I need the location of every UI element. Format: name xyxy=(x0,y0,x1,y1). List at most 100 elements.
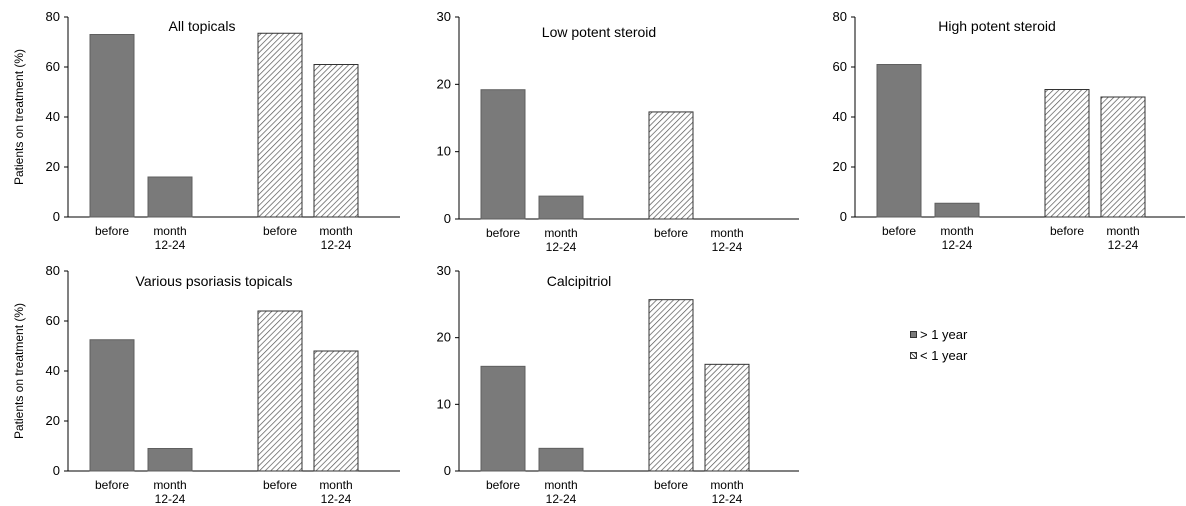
x-tick-label: before xyxy=(654,226,688,240)
x-tick-label: before xyxy=(263,224,297,238)
y-tick-label: 0 xyxy=(444,211,451,226)
y-axis-label: Patients on treatment (%) xyxy=(12,303,26,439)
y-tick-label: 20 xyxy=(46,159,60,174)
bar-less-than-1-year xyxy=(648,299,694,472)
x-tick-label-line: 12-24 xyxy=(712,240,743,254)
x-tick-label: before xyxy=(95,224,129,238)
bar-less-than-1-year xyxy=(313,350,359,472)
x-tick-label-line: before xyxy=(654,226,688,240)
x-tick-label-line: before xyxy=(95,224,129,238)
x-tick-label-line: 12-24 xyxy=(1108,238,1139,252)
x-tick-label-line: 12-24 xyxy=(321,238,352,252)
x-tick-label: before xyxy=(882,224,916,238)
bar-less-than-1-year xyxy=(257,310,303,472)
x-tick-label: before xyxy=(654,478,688,492)
y-tick-label: 20 xyxy=(437,76,451,91)
x-tick-label-line: before xyxy=(1050,224,1084,238)
y-tick-label: 0 xyxy=(53,463,60,478)
chart-title: High potent steroid xyxy=(938,18,1056,34)
y-tick-label: 30 xyxy=(437,9,451,24)
x-tick-label: before xyxy=(95,478,129,492)
x-tick-label-line: month xyxy=(940,224,973,238)
x-tick-label-line: before xyxy=(95,478,129,492)
y-tick-label: 20 xyxy=(437,330,451,345)
x-tick-label-line: month xyxy=(153,224,186,238)
legend: > 1 year < 1 year xyxy=(910,324,967,366)
x-tick-label: before xyxy=(486,478,520,492)
legend-label: < 1 year xyxy=(920,348,968,363)
bar-more-than-1-year xyxy=(147,176,193,218)
x-tick-label-line: 12-24 xyxy=(712,492,743,506)
y-tick-label: 10 xyxy=(437,144,451,159)
y-tick-label: 60 xyxy=(833,59,847,74)
x-tick-label-line: before xyxy=(654,478,688,492)
bar-more-than-1-year xyxy=(538,447,584,472)
x-tick-label-line: before xyxy=(486,226,520,240)
x-tick-label-line: before xyxy=(882,224,916,238)
x-tick-label-line: month xyxy=(153,478,186,492)
bar-more-than-1-year xyxy=(89,34,135,218)
x-tick-label: month 12-24 xyxy=(544,226,577,254)
y-tick-label: 20 xyxy=(833,159,847,174)
y-tick-label: 80 xyxy=(46,263,60,278)
x-tick-label: month 12-24 xyxy=(1106,224,1139,252)
chart-title: All topicals xyxy=(169,18,236,34)
bar-more-than-1-year xyxy=(147,448,193,472)
x-tick-label: before xyxy=(486,226,520,240)
x-tick-label-line: 12-24 xyxy=(942,238,973,252)
x-tick-label: month 12-24 xyxy=(153,478,186,506)
x-tick-label: month 12-24 xyxy=(319,224,352,252)
x-tick-label: before xyxy=(263,478,297,492)
x-tick-label-line: before xyxy=(486,478,520,492)
x-tick-label-line: 12-24 xyxy=(546,492,577,506)
x-tick-label-line: 12-24 xyxy=(546,240,577,254)
x-tick-label: month 12-24 xyxy=(153,224,186,252)
bar-less-than-1-year xyxy=(1100,96,1146,218)
legend-item-less-than-1-year: < 1 year xyxy=(910,345,967,366)
x-tick-label: month 12-24 xyxy=(544,478,577,506)
x-tick-label-line: month xyxy=(544,226,577,240)
bar-less-than-1-year xyxy=(1044,89,1090,218)
chart-panel-4: 0 20 40 60 80 Various psoriasis topicals Patie… xyxy=(12,263,400,506)
x-tick-label-line: month xyxy=(319,478,352,492)
x-tick-label-line: month xyxy=(319,224,352,238)
bar-less-than-1-year xyxy=(704,363,750,472)
y-axis-label: Patients on treatment (%) xyxy=(12,49,26,185)
legend-swatch-solid xyxy=(910,331,917,338)
bar-more-than-1-year xyxy=(934,202,980,218)
bar-more-than-1-year xyxy=(89,339,135,472)
y-tick-label: 60 xyxy=(46,313,60,328)
x-tick-label: month 12-24 xyxy=(710,478,743,506)
x-tick-label: month 12-24 xyxy=(319,478,352,506)
chart-title: Low potent steroid xyxy=(542,24,656,40)
x-tick-label-line: month xyxy=(544,478,577,492)
x-tick-label-line: month xyxy=(710,226,743,240)
x-tick-label-line: 12-24 xyxy=(155,492,186,506)
y-tick-label: 30 xyxy=(437,263,451,278)
x-tick-label-line: before xyxy=(263,224,297,238)
bar-more-than-1-year xyxy=(480,89,526,220)
chart-title: Various psoriasis topicals xyxy=(136,273,293,289)
legend-swatch-hatched xyxy=(910,352,917,359)
y-tick-label: 20 xyxy=(46,413,60,428)
y-tick-label: 10 xyxy=(437,396,451,411)
legend-label: > 1 year xyxy=(920,327,968,342)
y-tick-label: 80 xyxy=(46,9,60,24)
y-tick-label: 0 xyxy=(444,463,451,478)
y-tick-label: 60 xyxy=(46,59,60,74)
x-tick-label: before xyxy=(1050,224,1084,238)
y-tick-label: 80 xyxy=(833,9,847,24)
chart-panel-1: 0 20 40 60 80 All topicals Patients on treatme… xyxy=(12,9,400,252)
x-tick-label: month 12-24 xyxy=(710,226,743,254)
x-tick-label-line: month xyxy=(710,478,743,492)
x-tick-label-line: month xyxy=(1106,224,1139,238)
y-tick-label: 0 xyxy=(53,209,60,224)
x-tick-label-line: 12-24 xyxy=(321,492,352,506)
y-tick-label: 40 xyxy=(46,109,60,124)
bar-more-than-1-year xyxy=(480,365,526,472)
y-tick-label: 40 xyxy=(833,109,847,124)
bar-more-than-1-year xyxy=(876,64,922,218)
